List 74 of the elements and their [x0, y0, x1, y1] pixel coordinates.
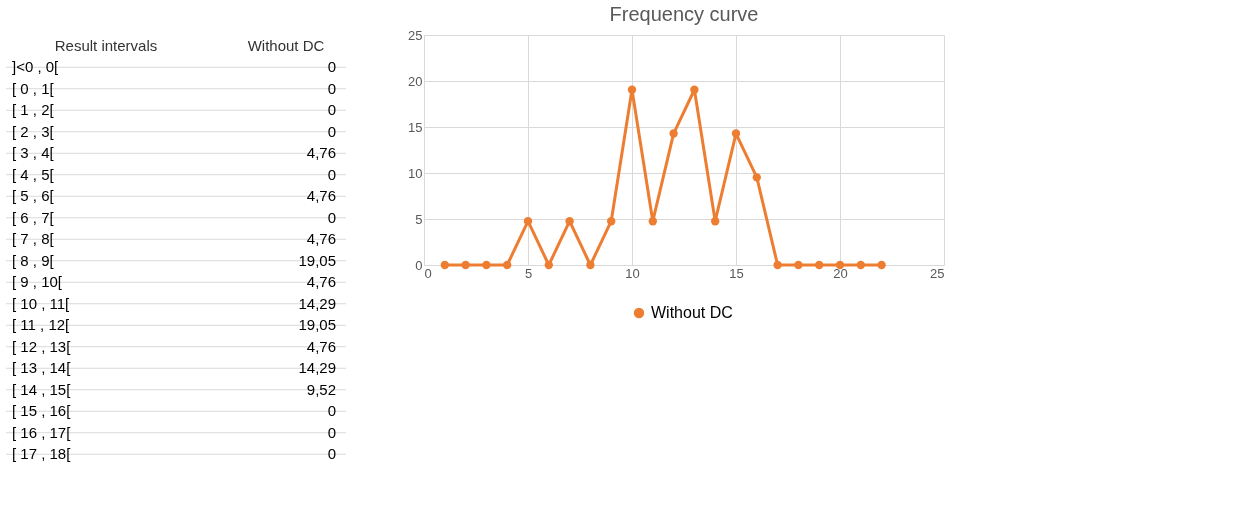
x-tick-label: 25	[930, 265, 945, 281]
point	[482, 260, 491, 270]
data-label: 0	[327, 122, 336, 140]
point	[815, 260, 824, 270]
category-label: [ 17 , 18[	[12, 445, 72, 463]
data-label: 4,76	[306, 144, 336, 162]
x-tick-label: 5	[524, 265, 533, 281]
data-label: 0	[327, 445, 336, 463]
point	[669, 129, 678, 138]
x-tick-label: 15	[729, 265, 744, 281]
data-label: 0	[327, 423, 336, 441]
text: Without DC	[247, 36, 325, 54]
point	[544, 260, 553, 270]
point	[877, 260, 886, 270]
y-tick-label: 5	[415, 211, 423, 227]
point	[711, 217, 720, 226]
point	[690, 85, 699, 94]
data-label: 9,52	[306, 380, 336, 398]
data-label: 4,76	[306, 230, 336, 248]
category-label: [ 10 , 11[	[12, 294, 71, 312]
data-label: 0	[327, 101, 336, 119]
x-tick-label: 10	[625, 265, 640, 281]
point	[586, 260, 595, 270]
point	[503, 260, 512, 270]
point	[752, 173, 761, 182]
category-label: [ 6 , 7[	[12, 208, 55, 226]
data-label: 4,76	[306, 337, 336, 355]
point	[565, 217, 574, 226]
data-label: 0	[327, 79, 336, 97]
category-label: [ 0 , 1[	[12, 79, 55, 97]
data-label: 14,29	[298, 359, 336, 377]
y-tick-label: 15	[408, 119, 423, 135]
point	[627, 85, 637, 94]
point	[523, 217, 533, 226]
point	[856, 260, 865, 270]
y-tick-label: 10	[408, 165, 423, 181]
data-label: 4,76	[306, 273, 336, 291]
point	[835, 260, 845, 270]
point	[773, 260, 782, 270]
category-label: [ 11 , 12[	[12, 316, 71, 334]
text: Result intervals	[54, 36, 158, 54]
legend-label: Without DC	[651, 304, 733, 321]
point	[440, 260, 449, 270]
point	[794, 260, 803, 270]
category-label: [ 8 , 9[	[12, 251, 55, 269]
point	[461, 260, 470, 270]
category-label: [ 14 , 15[	[12, 380, 72, 398]
point	[731, 129, 741, 138]
data-label: 0	[327, 58, 336, 76]
category-label: [ 2 , 3[	[12, 122, 55, 140]
category-label: [ 4 , 5[	[12, 165, 55, 183]
category-label: [ 16 , 17[	[12, 423, 72, 441]
y-tick-label: 20	[408, 73, 423, 89]
point	[607, 217, 616, 226]
data-label: 0	[327, 165, 336, 183]
data-label: 19,05	[298, 251, 336, 269]
data-label: 0	[327, 208, 336, 226]
category-label: ]<0 , 0[	[12, 58, 60, 76]
data-label: 14,29	[298, 294, 336, 312]
x-tick-label: 20	[833, 265, 848, 281]
category-label: [ 13 , 14[	[12, 359, 72, 377]
point	[648, 217, 657, 226]
category-label: [ 12 , 13[	[12, 337, 72, 355]
data-label: 0	[327, 402, 336, 420]
data-label: 19,05	[298, 316, 336, 334]
category-label: [ 7 , 8[	[12, 230, 55, 248]
data-label: 4,76	[306, 187, 336, 205]
category-label: [ 1 , 2[	[12, 101, 55, 119]
category-label: [ 9 , 10[	[12, 273, 63, 291]
category-label: [ 15 , 16[	[12, 402, 72, 420]
category-label: [ 3 , 4[	[12, 144, 55, 162]
y-tick-label: 25	[408, 27, 423, 43]
chart-title: Frequency curve	[609, 3, 759, 25]
category-label: [ 5 , 6[	[12, 187, 55, 205]
